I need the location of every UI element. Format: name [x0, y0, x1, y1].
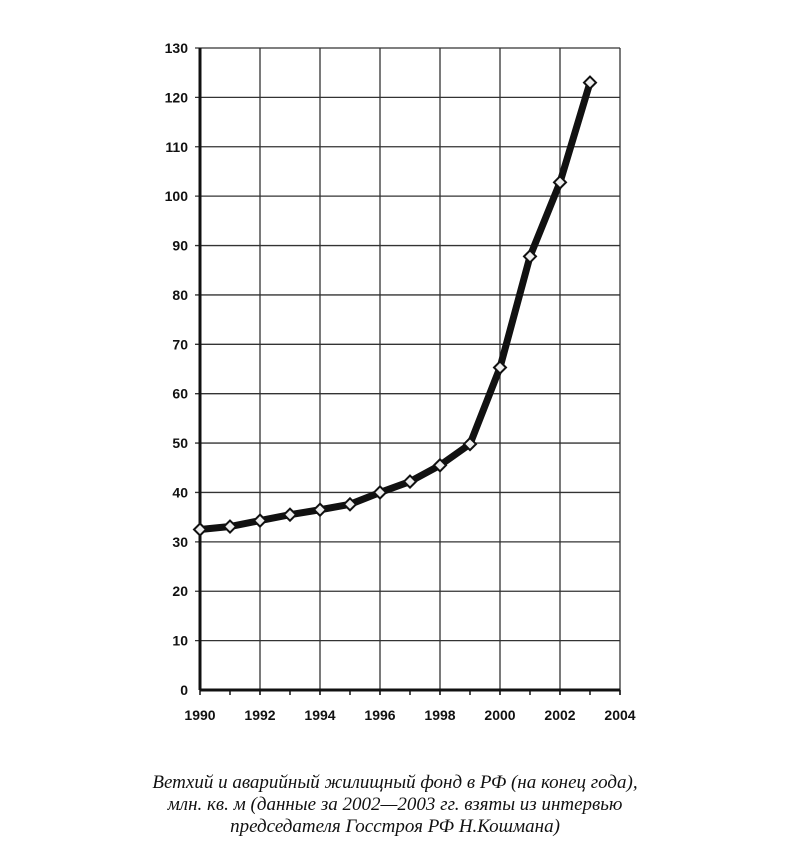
y-tick-label: 80: [172, 287, 188, 303]
caption-line: председателя Госстроя РФ Н.Кошмана): [230, 816, 560, 837]
data-point-marker: [552, 174, 568, 190]
x-tick-label: 1996: [364, 707, 395, 723]
data-point-marker: [342, 496, 358, 512]
figure-caption: Ветхий и аварийный жилищный фонд в РФ (н…: [0, 772, 790, 838]
x-tick-label: 1998: [424, 707, 455, 723]
y-tick-label: 120: [165, 89, 189, 105]
y-tick-label: 30: [172, 534, 188, 550]
x-tick-label: 2000: [484, 707, 515, 723]
y-tick-label: 60: [172, 386, 188, 402]
y-tick-label: 90: [172, 238, 188, 254]
y-tick-label: 130: [165, 40, 189, 56]
x-tick-label: 1994: [304, 707, 335, 723]
data-point-marker: [282, 507, 298, 523]
data-point-marker: [522, 248, 538, 264]
tick-labels: 0 10 20 30 40 50 60 70 80 90 100 110 120 130 1990 1992 1…: [165, 40, 636, 723]
y-tick-label: 100: [165, 188, 189, 204]
y-tick-label: 70: [172, 336, 188, 352]
data-point-marker: [432, 457, 448, 473]
data-point-marker: [462, 436, 478, 452]
x-tick-label: 1990: [184, 707, 215, 723]
axes: [198, 48, 621, 695]
grid: [195, 47, 621, 695]
data-point-marker: [312, 502, 328, 518]
y-tick-label: 50: [172, 435, 188, 451]
y-tick-label: 0: [180, 682, 188, 698]
data-point-marker: [582, 75, 598, 90]
x-tick-label: 2004: [604, 707, 635, 723]
y-tick-label: 20: [172, 583, 188, 599]
y-tick-label: 10: [172, 633, 188, 649]
x-tick-label: 1992: [244, 707, 275, 723]
data-point-marker: [402, 474, 418, 490]
data-point-marker: [192, 522, 208, 537]
data-point-marker: [372, 485, 388, 500]
caption-line: Ветхий и аварийный жилищный фонд в РФ (н…: [152, 772, 638, 793]
data-point-marker: [222, 519, 238, 534]
data-point-marker: [492, 360, 508, 375]
line-chart: 0 10 20 30 40 50 60 70 80 90 100 110 120 130 1990 1992 1…: [165, 40, 636, 723]
y-tick-label: 40: [172, 484, 188, 500]
y-tick-label: 110: [165, 139, 188, 155]
data-point-marker: [252, 513, 268, 529]
caption-line: млн. кв. м (данные за 2002—2003 гг. взят…: [167, 794, 623, 815]
x-tick-label: 2002: [544, 707, 575, 723]
series: [192, 75, 598, 537]
series-line: [199, 81, 594, 533]
